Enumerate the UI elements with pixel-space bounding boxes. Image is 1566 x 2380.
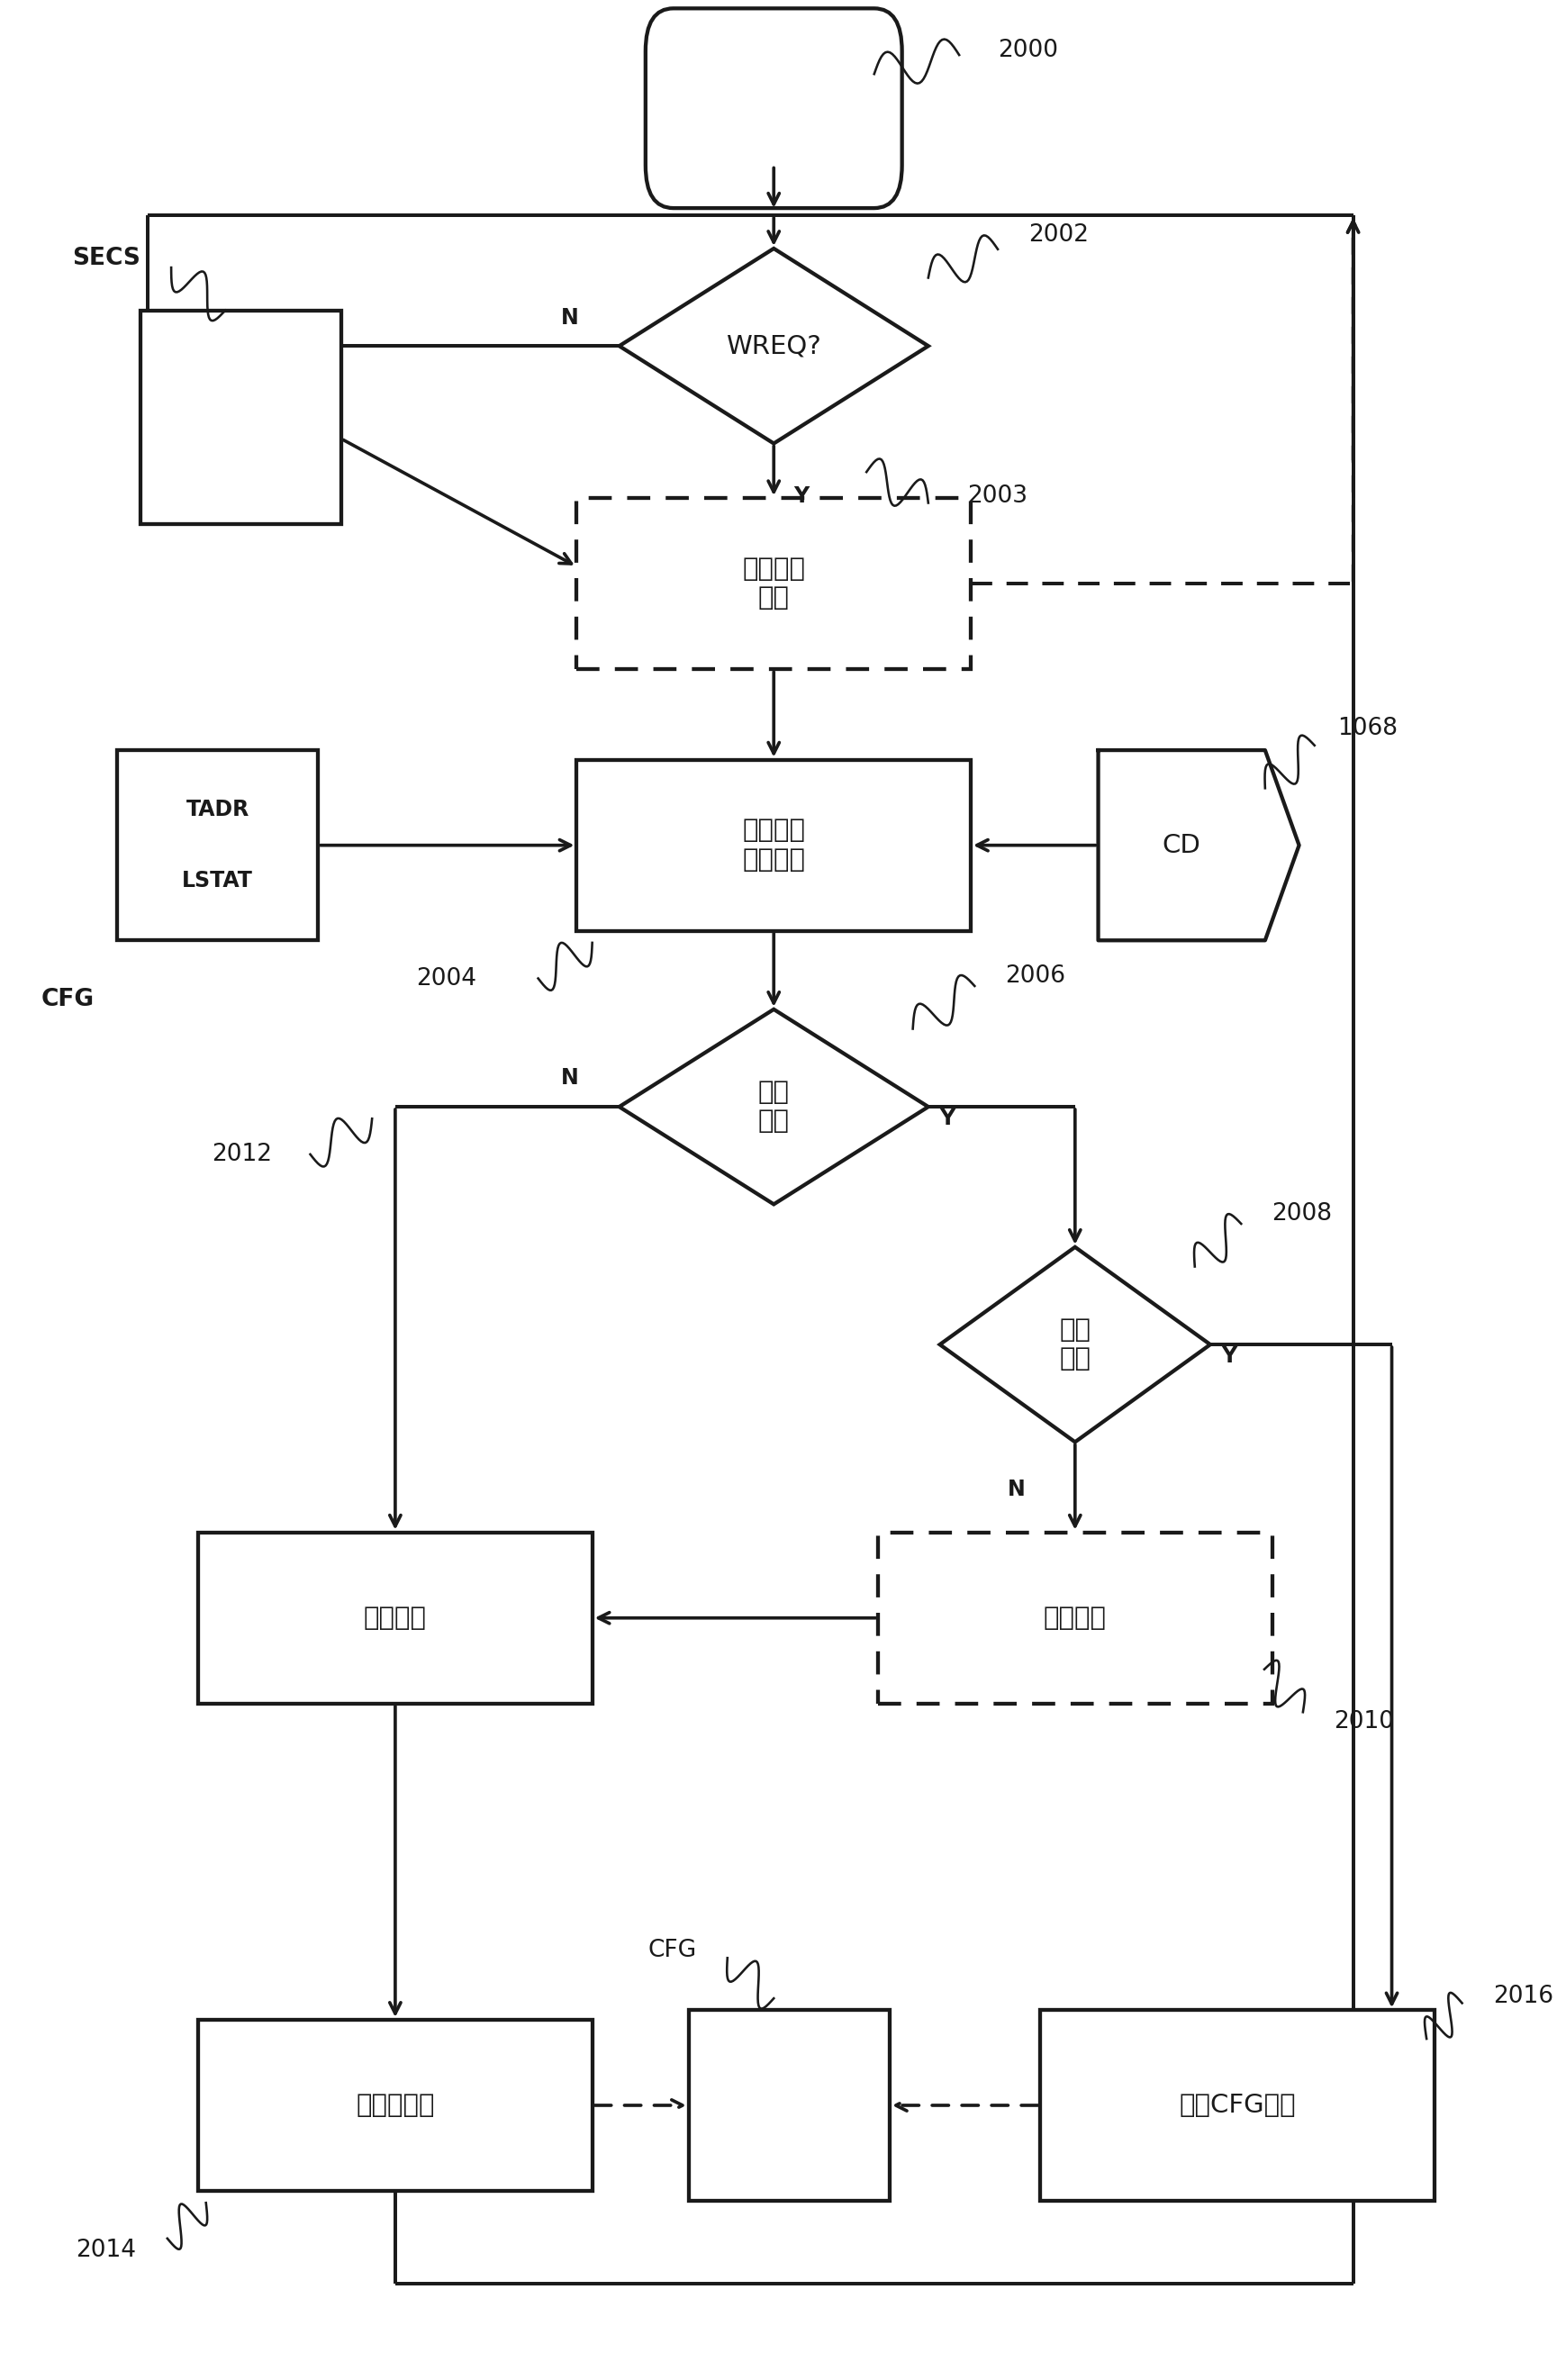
Text: 2002: 2002 bbox=[1029, 224, 1088, 248]
Text: 发送消息: 发送消息 bbox=[1043, 1606, 1107, 1630]
Text: 2006: 2006 bbox=[1005, 964, 1066, 988]
Bar bbox=[689, 2011, 889, 2202]
Polygon shape bbox=[619, 248, 929, 443]
Text: 2004: 2004 bbox=[417, 966, 476, 990]
Text: 写入CFG数据: 写入CFG数据 bbox=[1179, 2092, 1295, 2118]
Bar bbox=[141, 309, 341, 524]
Bar bbox=[576, 497, 971, 669]
Text: 2003: 2003 bbox=[966, 483, 1027, 507]
Text: Y: Y bbox=[940, 1107, 955, 1130]
Text: LSTAT: LSTAT bbox=[182, 871, 254, 892]
Bar bbox=[117, 750, 318, 940]
Polygon shape bbox=[940, 1247, 1211, 1442]
Text: CD: CD bbox=[1162, 833, 1201, 857]
Text: 验证
解锁: 验证 解锁 bbox=[1059, 1319, 1092, 1371]
Text: 2008: 2008 bbox=[1272, 1202, 1333, 1226]
Text: 执行写入: 执行写入 bbox=[363, 1606, 428, 1630]
Text: 验证访问
权限: 验证访问 权限 bbox=[742, 557, 805, 612]
Text: N: N bbox=[561, 307, 579, 328]
Text: N: N bbox=[561, 1069, 579, 1090]
Bar bbox=[199, 1533, 592, 1704]
Text: 地址
验证: 地址 验证 bbox=[758, 1081, 789, 1133]
Text: Y: Y bbox=[794, 486, 810, 507]
Text: N: N bbox=[1007, 1478, 1026, 1499]
Bar bbox=[1040, 2011, 1434, 2202]
Polygon shape bbox=[1098, 750, 1300, 940]
Text: 2010: 2010 bbox=[1334, 1709, 1394, 1733]
Text: 确定地址
并且启用: 确定地址 并且启用 bbox=[742, 819, 805, 873]
Text: 2000: 2000 bbox=[998, 38, 1059, 62]
Bar bbox=[199, 2021, 592, 2192]
Bar bbox=[879, 1533, 1272, 1704]
Text: 1068: 1068 bbox=[1337, 716, 1398, 740]
Text: 2012: 2012 bbox=[211, 1142, 271, 1166]
Text: Y: Y bbox=[1221, 1345, 1237, 1366]
Text: CFG: CFG bbox=[41, 988, 94, 1012]
FancyBboxPatch shape bbox=[645, 10, 902, 207]
Text: WREQ?: WREQ? bbox=[727, 333, 822, 359]
Text: TADR: TADR bbox=[186, 800, 249, 821]
Text: 2014: 2014 bbox=[77, 2240, 136, 2261]
Text: SECS: SECS bbox=[72, 245, 141, 269]
Bar bbox=[576, 759, 971, 931]
Text: 2016: 2016 bbox=[1492, 1985, 1553, 2009]
Text: CFG: CFG bbox=[648, 1940, 697, 1964]
Polygon shape bbox=[619, 1009, 929, 1204]
Text: 锁定寄存器: 锁定寄存器 bbox=[355, 2092, 435, 2118]
